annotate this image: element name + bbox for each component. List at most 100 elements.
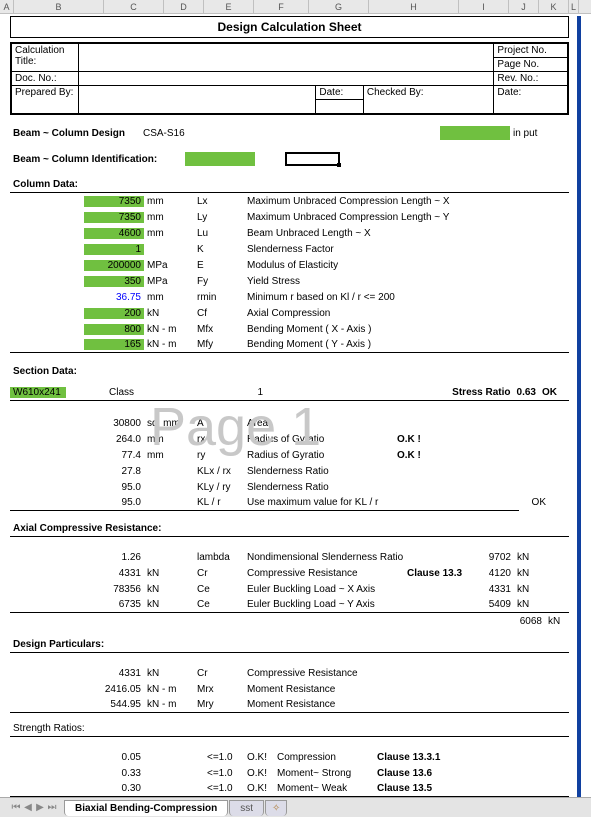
symbol-cell: Fy	[194, 276, 244, 287]
desc-cell: Radius of Gyratio	[244, 450, 394, 461]
ok-cell: O.K!	[244, 752, 274, 763]
desc-cell: Moment~ Strong	[274, 768, 374, 779]
value-cell: 78356	[84, 584, 144, 595]
desc-cell: Bending Moment ( Y - Axis )	[244, 339, 569, 350]
value-cell: 95.0	[84, 497, 144, 508]
table-row: 0.33<=1.0O.K!Moment~ StrongClause 13.6	[10, 765, 569, 781]
strength-table: 0.05<=1.0O.K!CompressionClause 13.3.10.3…	[10, 749, 577, 797]
symbol-cell: Lu	[194, 228, 244, 239]
clause-cell: Clause 13.3	[404, 568, 474, 579]
desc-cell: Moment~ Weak	[274, 783, 374, 794]
design-table: 4331kNCrCompressive Resistance2416.05kN …	[10, 665, 577, 713]
desc-cell: Use maximum value for KL / r	[244, 497, 394, 508]
sheet-title: Design Calculation Sheet	[10, 16, 569, 38]
symbol-cell: Mry	[194, 699, 244, 710]
stress-ok: OK	[539, 387, 569, 398]
doc-value[interactable]	[79, 72, 494, 86]
value-cell[interactable]: 1	[84, 244, 144, 255]
symbol-cell: Mfx	[194, 324, 244, 335]
col-i[interactable]: I	[459, 0, 509, 13]
col-h[interactable]: H	[369, 0, 459, 13]
table-row: 30800sq. mmAArea	[10, 415, 519, 431]
col-j[interactable]: J	[509, 0, 539, 13]
desc-cell: Compressive Resistance	[244, 668, 569, 679]
desc-cell: Euler Buckling Load ~ X Axis	[244, 584, 404, 595]
unit-cell: kN - m	[144, 324, 194, 335]
value-cell[interactable]: 7350	[84, 212, 144, 223]
value-cell[interactable]: 800	[84, 324, 144, 335]
prepared-value[interactable]	[79, 86, 316, 114]
note-cell: O.K !	[394, 450, 434, 461]
table-row: 6735kNCeEuler Buckling Load ~ Y Axis5409…	[10, 597, 569, 613]
table-row: 0.30<=1.0O.K!Moment~ WeakClause 13.5	[10, 781, 569, 797]
table-row: 95.0KL / rUse maximum value for KL / rOK	[10, 495, 519, 511]
desc-cell: Area	[244, 418, 394, 429]
symbol-cell: rx	[194, 434, 244, 445]
value-cell[interactable]: 7350	[84, 196, 144, 207]
col-d[interactable]: D	[164, 0, 204, 13]
unit-cell: kN - m	[144, 684, 194, 695]
value-cell[interactable]: 4600	[84, 228, 144, 239]
table-row: 200kNCfAxial Compression	[10, 305, 569, 321]
value-cell[interactable]: 200	[84, 308, 144, 319]
tab-nav-first-icon[interactable]: ⏮	[10, 802, 22, 814]
tab-nav-prev-icon[interactable]: ◀	[22, 802, 34, 814]
table-row: 78356kNCeEuler Buckling Load ~ X Axis433…	[10, 581, 569, 597]
right-unit: kN	[514, 584, 538, 595]
tab-biaxial[interactable]: Biaxial Bending-Compression	[64, 800, 228, 816]
value-cell[interactable]: 200000	[84, 260, 144, 271]
col-k[interactable]: K	[539, 0, 569, 13]
value-cell: 27.8	[84, 466, 144, 477]
col-g[interactable]: G	[309, 0, 369, 13]
section-data-table: 30800sq. mmAArea264.0mmrxRadius of Gyrat…	[10, 415, 577, 511]
symbol-cell: Ce	[194, 599, 244, 610]
input-label: in put	[510, 128, 540, 139]
table-row: 95.0KLy / rySlenderness Ratio	[10, 479, 519, 495]
value-cell[interactable]: 165	[84, 339, 144, 350]
unit-cell: kN	[144, 584, 194, 595]
tab-new-icon[interactable]: ✧	[265, 800, 287, 816]
value-cell[interactable]: 350	[84, 276, 144, 287]
tab-sst[interactable]: sst	[229, 800, 264, 816]
col-c[interactable]: C	[104, 0, 164, 13]
value-cell: 264.0	[84, 434, 144, 445]
desc-cell: Modulus of Elasticity	[244, 260, 569, 271]
input-highlight	[440, 126, 510, 140]
value-cell: 77.4	[84, 450, 144, 461]
symbol-cell: KL / r	[194, 497, 244, 508]
col-e[interactable]: E	[204, 0, 254, 13]
col-b[interactable]: B	[14, 0, 104, 13]
unit-cell: sq. mm	[144, 418, 194, 429]
table-row: 350MPaFyYield Stress	[10, 273, 569, 289]
beam-design-code: CSA-S16	[140, 128, 310, 139]
symbol-cell: Ly	[194, 212, 244, 223]
check-cell: <=1.0	[204, 783, 244, 794]
col-l[interactable]: L	[569, 0, 579, 13]
table-row: 264.0mmrxRadius of GyratioO.K !	[10, 431, 519, 447]
symbol-cell: KLx / rx	[194, 466, 244, 477]
symbol-cell: Mrx	[194, 684, 244, 695]
active-cell-cursor[interactable]	[285, 152, 340, 166]
value-cell: 0.33	[84, 768, 144, 779]
rev-label: Rev. No.:	[494, 72, 568, 86]
table-row: 27.8KLx / rxSlenderness Ratio	[10, 463, 519, 479]
col-a[interactable]: A	[0, 0, 14, 13]
beam-id-input[interactable]	[185, 152, 255, 166]
prepared-label: Prepared By:	[12, 86, 79, 114]
stress-ratio-val: 0.63	[514, 387, 539, 398]
date-value[interactable]	[316, 100, 363, 114]
section-name[interactable]: W610x241	[10, 387, 66, 398]
value-cell: 544.95	[84, 699, 144, 710]
acr-label: Axial Compressive Resistance:	[10, 523, 164, 534]
desc-cell: Moment Resistance	[244, 699, 569, 710]
symbol-cell: Lx	[194, 196, 244, 207]
calc-title-value[interactable]	[79, 44, 494, 72]
desc-cell: Moment Resistance	[244, 684, 569, 695]
clause-cell: Clause 13.6	[374, 768, 435, 779]
right-unit: kN	[514, 599, 538, 610]
tab-nav-last-icon[interactable]: ⏭	[46, 802, 58, 814]
column-data-label: Column Data:	[10, 179, 81, 190]
check-cell: <=1.0	[204, 752, 244, 763]
col-f[interactable]: F	[254, 0, 309, 13]
tab-nav-next-icon[interactable]: ▶	[34, 802, 46, 814]
